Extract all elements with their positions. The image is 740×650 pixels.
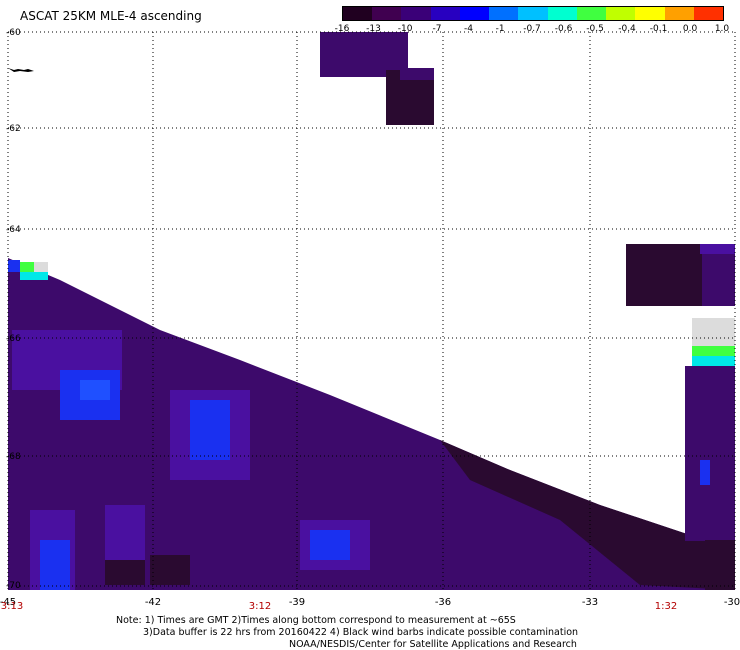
colorbar-label: -0.4 xyxy=(618,24,636,34)
swath-cell xyxy=(8,260,20,272)
swath-cell xyxy=(34,272,48,280)
swath-block xyxy=(702,244,735,306)
colorbar-segment xyxy=(401,7,431,20)
colorbar-label: -16 xyxy=(334,24,350,34)
swath-dark-edge xyxy=(440,440,735,590)
swath-cell xyxy=(20,262,34,272)
colorbar-segment xyxy=(372,7,402,20)
colorbar-label: -0.5 xyxy=(586,24,604,34)
swath-cell xyxy=(105,505,145,560)
lon-label: -30 xyxy=(723,597,740,608)
colorbar-label: -10 xyxy=(397,24,413,34)
time-label: 3:13 xyxy=(0,601,24,612)
swath-cell xyxy=(692,346,735,356)
colorbar-label: -13 xyxy=(366,24,381,34)
lat-label: -62 xyxy=(6,124,21,134)
note-line: NOAA/NESDIS/Center for Satellite Applica… xyxy=(289,639,577,650)
note-line: Note: 1) Times are GMT 2)Times along bot… xyxy=(116,615,516,626)
colorbar-segment xyxy=(576,7,607,20)
lat-label: -64 xyxy=(6,225,21,235)
swath-cell xyxy=(310,530,350,560)
swath-block xyxy=(400,68,434,80)
swath-cell xyxy=(700,460,710,485)
time-label: 1:32 xyxy=(654,601,678,612)
colorbar-label: -1 xyxy=(495,24,505,34)
swath-cell xyxy=(40,540,70,590)
colorbar-segment xyxy=(518,7,548,20)
colorbar-segment xyxy=(693,7,724,20)
colorbar-label: -4 xyxy=(464,24,474,34)
lon-label: -36 xyxy=(434,597,452,608)
colorbar-segment xyxy=(606,7,636,20)
swath-cell xyxy=(20,272,34,280)
swath-block xyxy=(685,366,735,541)
colorbar-label: -0.6 xyxy=(554,24,573,34)
swath-cell xyxy=(80,380,110,400)
colorbar-segment xyxy=(343,7,373,20)
lon-label: -39 xyxy=(288,597,306,608)
lat-label: -66 xyxy=(6,334,21,344)
swath-cell xyxy=(190,400,230,460)
lat-label: -60 xyxy=(6,28,21,38)
colorbar-segment xyxy=(459,7,490,20)
colorbar xyxy=(342,6,724,21)
map-title: ASCAT 25KM MLE-4 ascending xyxy=(20,9,202,23)
swath-cell xyxy=(34,262,48,272)
note-line: 3)Data buffer is 22 hrs from 20160422 4)… xyxy=(143,627,579,638)
colorbar-segment xyxy=(635,7,665,20)
swath-layer xyxy=(8,32,735,590)
swath-missing xyxy=(692,318,735,346)
swath-cell xyxy=(105,560,145,585)
swath-cell xyxy=(692,356,735,366)
swath-block xyxy=(626,244,704,306)
swath-block xyxy=(320,32,408,77)
swath-cell xyxy=(150,555,190,585)
colorbar-label: 1.0 xyxy=(714,24,730,34)
swath-block xyxy=(705,540,735,590)
island-outline xyxy=(8,68,34,72)
lon-label: -45 xyxy=(0,597,17,608)
colorbar-labels: -16 -13 -10 -7 -4 -1 -0.7 -0.6 -0.5 -0.4… xyxy=(335,24,730,36)
colorbar-label: -0.1 xyxy=(649,24,668,34)
lat-label: -68 xyxy=(6,452,21,462)
grid-layer xyxy=(7,31,736,590)
colorbar-segment xyxy=(664,7,694,20)
colorbar-segment xyxy=(430,7,460,20)
colorbar-label: -7 xyxy=(432,24,442,34)
lon-label: -42 xyxy=(144,597,162,608)
swath-block xyxy=(700,244,735,254)
lon-label: -33 xyxy=(581,597,599,608)
colorbar-label: 0.0 xyxy=(682,24,698,34)
time-label: 3:12 xyxy=(248,601,272,612)
colorbar-segment xyxy=(547,7,577,20)
lat-label: -70 xyxy=(6,581,21,591)
colorbar-label: -0.7 xyxy=(523,24,541,34)
colorbar-segment xyxy=(489,7,519,20)
